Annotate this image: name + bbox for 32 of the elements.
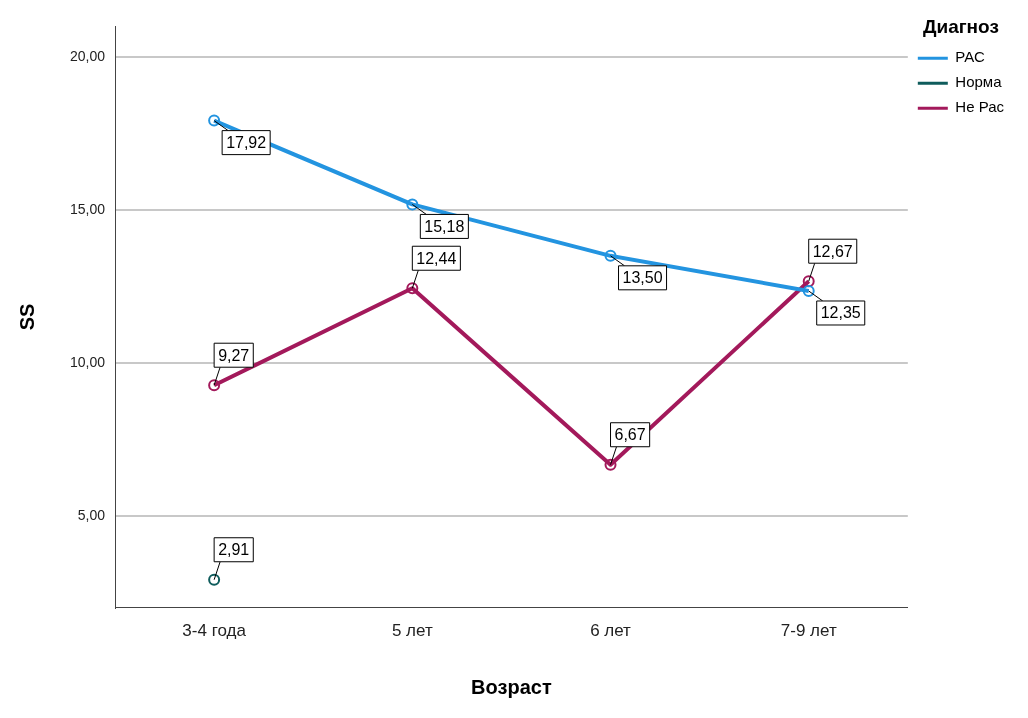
point bbox=[604, 249, 617, 262]
y-axis-title: SS bbox=[15, 303, 38, 331]
data-label: 12,67 bbox=[812, 242, 853, 260]
data-label: 15,18 bbox=[424, 217, 465, 235]
point bbox=[802, 285, 815, 297]
x-tick-label: 6 лет bbox=[590, 621, 632, 641]
legend-label: Норма bbox=[955, 73, 1003, 91]
data-label: 9,27 bbox=[218, 346, 250, 364]
x-tick-label: 5 лет bbox=[391, 621, 433, 641]
point bbox=[802, 275, 815, 288]
point bbox=[406, 198, 419, 211]
point bbox=[208, 114, 221, 127]
data-label: 12,35 bbox=[820, 304, 861, 322]
x-tick-label: 3-4 года bbox=[182, 621, 247, 641]
data-label: 6,67 bbox=[614, 426, 646, 444]
point bbox=[208, 573, 221, 586]
data-label: 12,44 bbox=[416, 249, 457, 267]
legend-title: Диагноз bbox=[922, 15, 999, 37]
legend-label: РАС bbox=[955, 48, 985, 66]
data-label: 2,91 bbox=[218, 541, 250, 559]
data-label: 13,50 bbox=[622, 269, 663, 287]
x-axis-title: Возраст bbox=[471, 675, 552, 698]
x-tick-label: 7-9 лет bbox=[780, 621, 837, 641]
y-tick-label: 20,00 bbox=[69, 47, 106, 64]
point bbox=[604, 458, 617, 471]
point bbox=[208, 379, 221, 392]
point bbox=[406, 282, 419, 295]
y-tick-label: 10,00 bbox=[69, 353, 106, 370]
data-label: 17,92 bbox=[226, 134, 267, 152]
y-tick-label: 15,00 bbox=[69, 200, 106, 217]
legend-label: Не Рас bbox=[955, 98, 1005, 116]
y-tick-label: 5,00 bbox=[77, 506, 106, 523]
